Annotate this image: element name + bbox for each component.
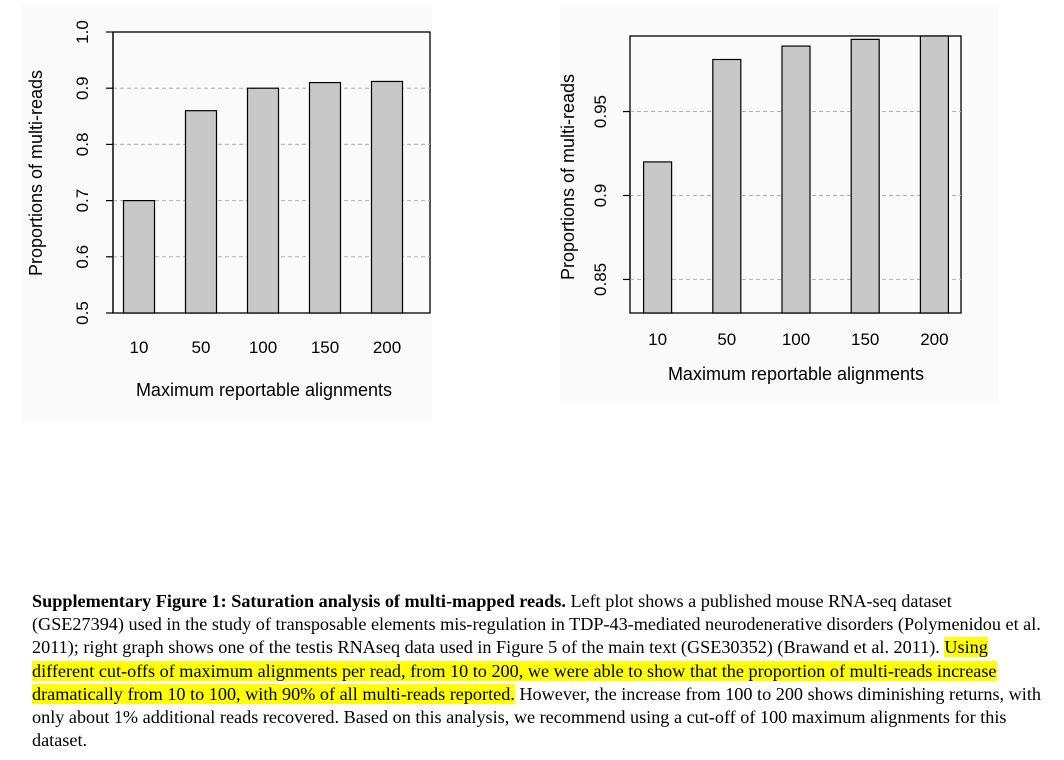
caption-text-part2: However, the increase from 100 to 200 sh… xyxy=(32,683,1041,751)
bar-100 xyxy=(781,45,811,314)
bar-150 xyxy=(850,38,880,314)
y-axis-label: Proportions of multi-reads xyxy=(560,74,578,280)
bar-200 xyxy=(370,80,404,314)
x-tick-label: 10 xyxy=(130,338,149,357)
left-chart-panel: 10 50 100 150 200 0.5 0.6 0.7 0.8 0.9 1.0 Maximum r… xyxy=(22,5,432,423)
x-tick-label: 100 xyxy=(249,338,277,357)
y-tick-label: 0.85 xyxy=(591,263,610,296)
bar-50 xyxy=(712,58,742,314)
x-tick-label: 100 xyxy=(782,330,810,349)
bar-10 xyxy=(642,161,673,314)
y-tick-label: 1.0 xyxy=(73,20,92,44)
x-tick-label: 10 xyxy=(648,330,667,349)
bar-200 xyxy=(919,35,949,314)
y-tick-label: 0.9 xyxy=(591,184,610,208)
caption-title: Supplementary Figure 1: Saturation analy… xyxy=(32,591,566,611)
right-bar-chart: 10 50 100 150 200 0.85 0.9 0.95 Maximum reportab… xyxy=(558,35,962,384)
x-tick-label: 150 xyxy=(311,338,339,357)
bar-10 xyxy=(122,200,156,314)
bar-150 xyxy=(308,81,342,314)
x-tick-label: 150 xyxy=(851,330,879,349)
y-tick-label: 0.5 xyxy=(73,301,92,325)
y-tick-label: 0.8 xyxy=(73,133,92,157)
right-chart-panel: 10 50 100 150 200 0.85 0.9 0.95 Maximum reportab… xyxy=(558,5,998,403)
bar-100 xyxy=(246,87,280,314)
x-tick-label: 50 xyxy=(192,338,211,357)
x-tick-label: 200 xyxy=(920,330,948,349)
y-tick-label: 0.6 xyxy=(73,245,92,269)
y-tick-label: 0.95 xyxy=(591,95,610,128)
left-bar-chart: 10 50 100 150 200 0.5 0.6 0.7 0.8 0.9 1.0 Maximum r… xyxy=(26,20,431,400)
figure-caption: Supplementary Figure 1: Saturation analy… xyxy=(32,590,1042,752)
caption-text-part1: Left plot shows a published mouse RNA-se… xyxy=(32,591,1041,658)
y-tick-label: 0.9 xyxy=(73,76,92,100)
y-tick-label: 0.7 xyxy=(73,189,92,213)
x-tick-label: 200 xyxy=(373,338,401,357)
bar-50 xyxy=(184,110,218,314)
x-axis-label: Maximum reportable alignments xyxy=(136,380,392,400)
x-tick-label: 50 xyxy=(717,330,736,349)
y-axis-label: Proportions of multi-reads xyxy=(26,70,46,276)
x-axis-label: Maximum reportable alignments xyxy=(668,364,924,384)
